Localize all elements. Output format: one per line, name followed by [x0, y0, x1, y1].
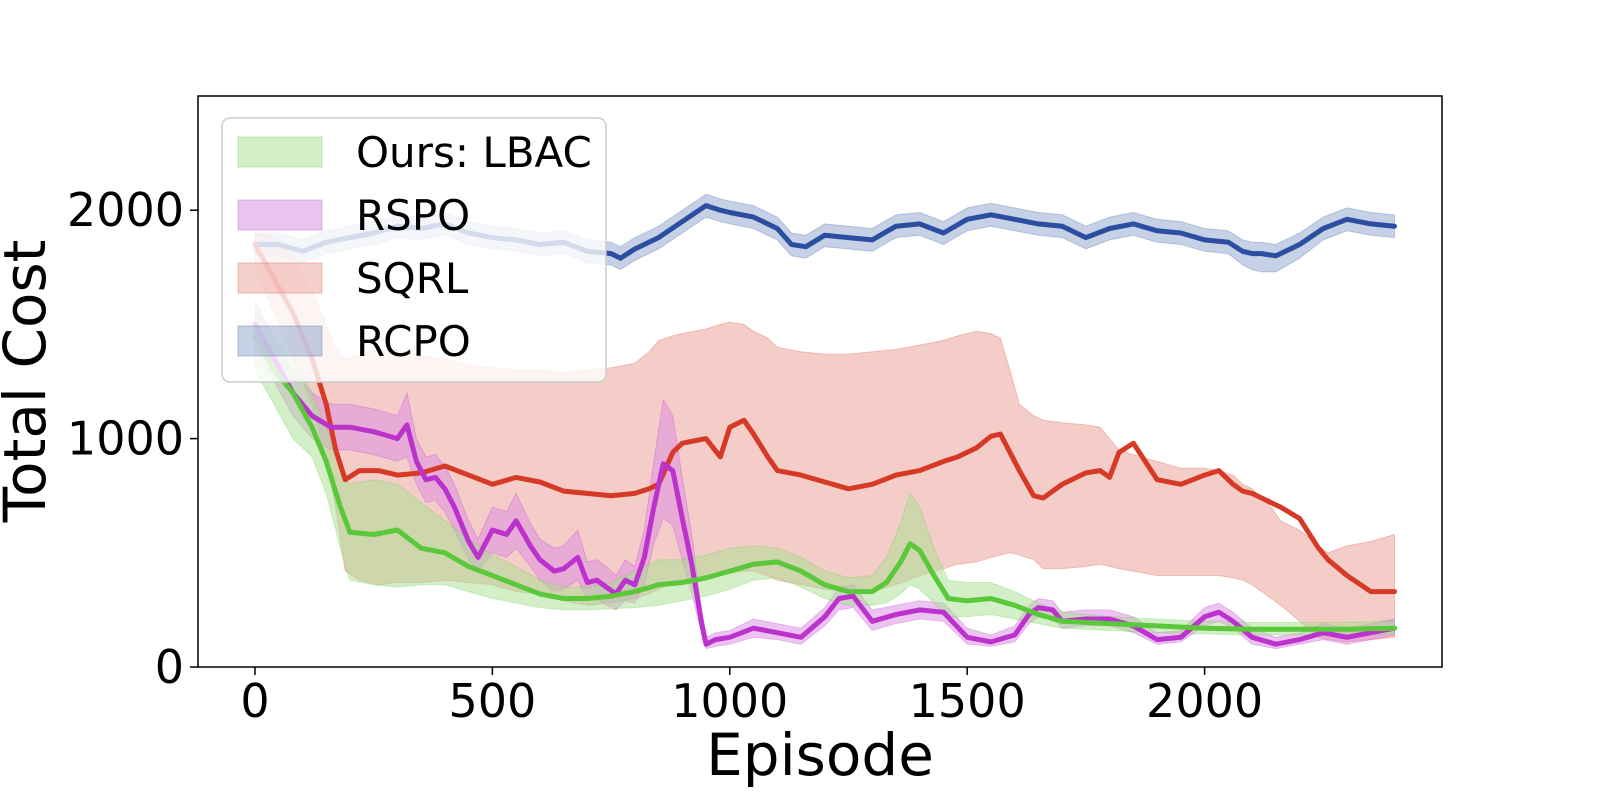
legend-label-rcpo: RCPO — [356, 317, 471, 366]
y-tick-label: 2000 — [67, 183, 184, 237]
legend-swatch-rcpo — [237, 325, 323, 357]
x-tick-label: 1500 — [909, 674, 1026, 728]
series-line-ours-lbac — [252, 333, 1397, 632]
y-axis-title: Total Cost — [0, 240, 59, 524]
legend-swatch-sqrl — [237, 262, 323, 294]
axes: 0 500 1000 1500 2000 0 1000 2000 — [67, 183, 1263, 728]
x-tick-label: 0 — [240, 674, 269, 728]
legend-label-rspo: RSPO — [356, 191, 470, 240]
legend-swatch-rspo — [237, 199, 323, 231]
legend-box — [221, 117, 607, 383]
x-axis-title: Episode — [706, 721, 934, 789]
x-tick-label: 500 — [448, 674, 536, 728]
x-tick-label: 1000 — [671, 674, 788, 728]
y-tick-label: 0 — [155, 640, 184, 694]
series-line-rspo — [252, 321, 1397, 647]
plot-frame — [197, 95, 1443, 668]
legend-label-ours-lbac: Ours: LBAC — [356, 128, 592, 177]
y-tick-label: 1000 — [67, 412, 184, 466]
band-ours-lbac — [254, 311, 1395, 636]
legend-swatch-ours-lbac — [237, 136, 323, 168]
legend-label-sqrl: SQRL — [356, 254, 469, 303]
x-tick-label: 2000 — [1146, 674, 1263, 728]
series-line-sqrl — [252, 242, 1397, 595]
legend: Ours: LBAC RSPO SQRL RCPO — [221, 117, 607, 383]
